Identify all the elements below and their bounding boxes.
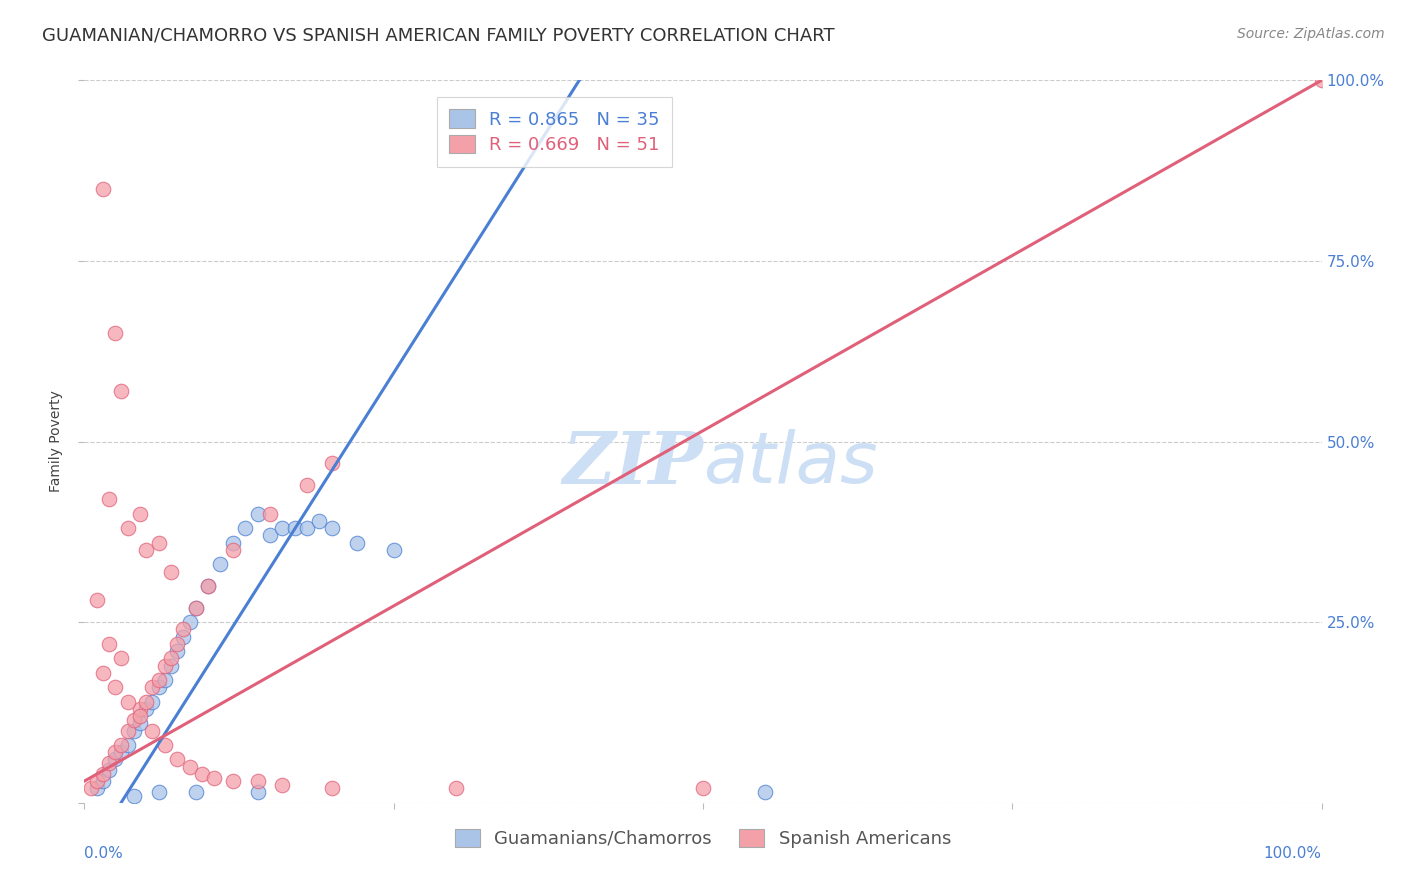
Point — [295, 521, 318, 535]
Point — [321, 456, 343, 470]
Point — [172, 630, 194, 644]
Y-axis label: Family Poverty: Family Poverty — [49, 391, 63, 492]
Point — [222, 774, 245, 789]
Text: 0.0%: 0.0% — [84, 847, 124, 861]
Point — [754, 785, 776, 799]
Point — [122, 723, 145, 738]
Point — [98, 637, 121, 651]
Text: 100.0%: 100.0% — [1264, 847, 1322, 861]
Point — [184, 785, 207, 799]
Point — [117, 521, 139, 535]
Point — [110, 384, 132, 398]
Point — [91, 767, 114, 781]
Point — [233, 521, 256, 535]
Point — [104, 745, 127, 759]
Point — [122, 713, 145, 727]
Point — [444, 781, 467, 796]
Point — [172, 623, 194, 637]
Point — [160, 658, 183, 673]
Point — [259, 507, 281, 521]
Point — [197, 579, 219, 593]
Point — [110, 738, 132, 752]
Point — [129, 507, 152, 521]
Point — [86, 774, 108, 789]
Point — [246, 507, 269, 521]
Point — [191, 767, 214, 781]
Point — [209, 558, 232, 572]
Point — [160, 651, 183, 665]
Point — [104, 326, 127, 341]
Point — [271, 521, 294, 535]
Point — [692, 781, 714, 796]
Point — [160, 565, 183, 579]
Point — [135, 695, 157, 709]
Point — [148, 785, 170, 799]
Point — [222, 535, 245, 549]
Point — [246, 774, 269, 789]
Point — [202, 771, 225, 785]
Point — [166, 752, 188, 766]
Point — [117, 723, 139, 738]
Text: atlas: atlas — [703, 429, 877, 498]
Point — [321, 781, 343, 796]
Point — [117, 738, 139, 752]
Point — [148, 673, 170, 687]
Point — [153, 658, 176, 673]
Point — [308, 514, 330, 528]
Point — [153, 673, 176, 687]
Point — [91, 665, 114, 680]
Point — [117, 695, 139, 709]
Point — [246, 785, 269, 799]
Point — [1310, 73, 1333, 87]
Point — [184, 600, 207, 615]
Text: Source: ZipAtlas.com: Source: ZipAtlas.com — [1237, 27, 1385, 41]
Point — [141, 723, 163, 738]
Point — [222, 542, 245, 557]
Point — [271, 778, 294, 792]
Point — [86, 593, 108, 607]
Text: ZIP: ZIP — [562, 428, 703, 499]
Point — [148, 535, 170, 549]
Legend: Guamanians/Chamorros, Spanish Americans: Guamanians/Chamorros, Spanish Americans — [444, 818, 962, 859]
Point — [179, 615, 201, 630]
Point — [197, 579, 219, 593]
Point — [141, 680, 163, 694]
Point — [86, 781, 108, 796]
Point — [104, 752, 127, 766]
Text: GUAMANIAN/CHAMORRO VS SPANISH AMERICAN FAMILY POVERTY CORRELATION CHART: GUAMANIAN/CHAMORRO VS SPANISH AMERICAN F… — [42, 27, 835, 45]
Point — [91, 182, 114, 196]
Point — [129, 716, 152, 731]
Point — [382, 542, 405, 557]
Point — [110, 745, 132, 759]
Point — [98, 756, 121, 770]
Point — [135, 542, 157, 557]
Point — [79, 781, 101, 796]
Point — [104, 680, 127, 694]
Point — [91, 774, 114, 789]
Point — [129, 702, 152, 716]
Point — [179, 760, 201, 774]
Point — [166, 644, 188, 658]
Point — [98, 764, 121, 778]
Point — [110, 651, 132, 665]
Point — [148, 680, 170, 694]
Point — [141, 695, 163, 709]
Point — [122, 789, 145, 803]
Point — [166, 637, 188, 651]
Point — [129, 709, 152, 723]
Point — [284, 521, 307, 535]
Point — [321, 521, 343, 535]
Point — [295, 478, 318, 492]
Point — [98, 492, 121, 507]
Point — [346, 535, 368, 549]
Point — [259, 528, 281, 542]
Point — [153, 738, 176, 752]
Point — [184, 600, 207, 615]
Point — [135, 702, 157, 716]
